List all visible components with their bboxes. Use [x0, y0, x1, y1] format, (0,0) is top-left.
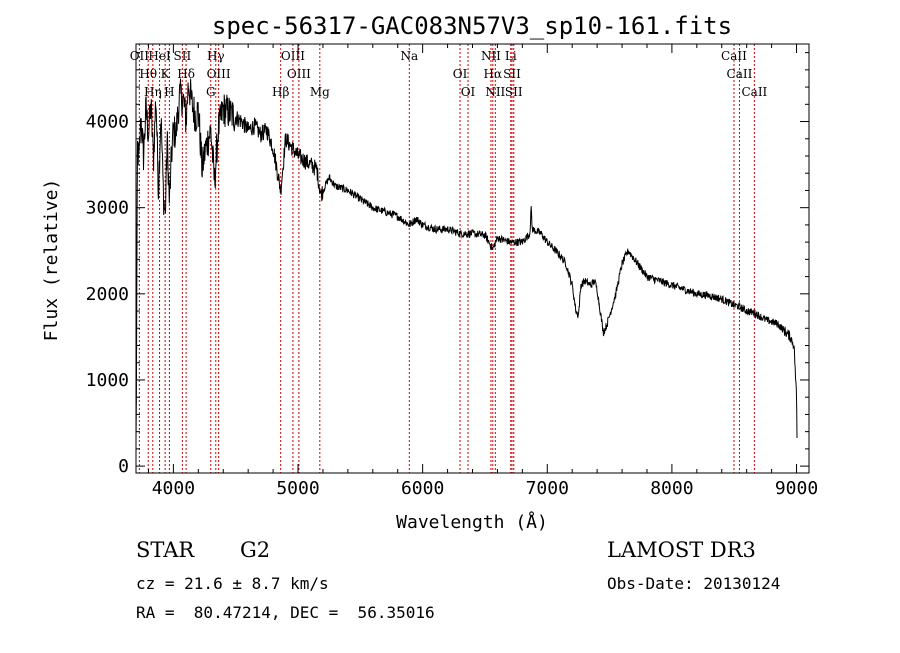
spectral-line-label: NII	[481, 49, 501, 63]
observation-date: Obs-Date: 20130124	[607, 574, 781, 593]
spectral-line-label: Hθ	[139, 67, 157, 81]
survey-name: LAMOST DR3	[607, 538, 756, 562]
spectral-line-label: Hγ	[207, 49, 225, 63]
sky-coordinates: RA = 80.47214, DEC = 56.35016	[136, 603, 435, 622]
spectrum-series-line	[135, 78, 798, 444]
x-tick-label: 4000	[152, 478, 195, 499]
spectral-line-label: CaII	[741, 85, 767, 99]
redshift-value: cz = 21.6 ± 8.7 km/s	[136, 574, 329, 593]
spectral-line-label: CaII	[721, 49, 747, 63]
spectral-line-label: OII	[130, 49, 150, 63]
spectral-line-label: Hδ	[177, 67, 195, 81]
spectral-line-label: Hβ	[272, 85, 289, 99]
x-tick-label: 5000	[276, 478, 319, 499]
plot-frame	[135, 43, 810, 474]
spectral-line-label: SII	[503, 67, 521, 81]
spectral-line-label: G	[206, 85, 216, 99]
spectral-lines	[138, 44, 755, 473]
spectral-line-label: HeI	[148, 49, 171, 63]
spectral-line-label: K	[161, 67, 171, 81]
x-tick-label: 9000	[775, 478, 818, 499]
spectral-line-label: Na	[400, 49, 418, 63]
spectral-line-label: Hα	[484, 67, 503, 81]
object-class: STAR	[136, 538, 195, 562]
y-tick-label: 3000	[86, 198, 129, 219]
y-axis-ticks: 0 1000 2000 3000 4000	[86, 52, 809, 477]
y-tick-label: 4000	[86, 112, 129, 133]
x-tick-label: 8000	[650, 478, 693, 499]
x-axis-ticks: 4000 5000 6000 7000 8000 9000	[147, 44, 818, 499]
x-tick-label: 7000	[526, 478, 569, 499]
spectral-line-label: SII	[505, 85, 523, 99]
spectral-line-label: SII	[174, 49, 192, 63]
y-axis-label: Flux (relative)	[41, 179, 62, 342]
spectral-line-label: OIII	[281, 49, 305, 63]
spectral-line-label: OI	[453, 67, 468, 81]
object-subclass: G2	[240, 538, 271, 562]
spectral-line-label: OIII	[287, 67, 311, 81]
spectral-line-label: NII	[485, 85, 505, 99]
spectral-line-label: H	[164, 85, 174, 99]
y-tick-label: 1000	[86, 370, 129, 391]
chart-title: spec-56317-GAC083N57V3_sp10-161.fits	[212, 12, 732, 40]
x-axis-label: Wavelength (Å)	[396, 511, 548, 533]
spectral-line-label: OIII	[207, 67, 231, 81]
spectral-line-labels: OII Hθ Hη HeI KH SII Hδ G Hγ OIII Hβ OIII OIII Mg Na OI…	[130, 49, 768, 99]
spectral-line-label: Li	[505, 49, 517, 63]
x-tick-label: 6000	[401, 478, 444, 499]
spectral-line-label: OI	[461, 85, 476, 99]
y-tick-label: 0	[118, 456, 129, 477]
spectral-line-label: CaII	[727, 67, 753, 81]
spectral-line-label: Hη	[144, 85, 162, 99]
y-tick-label: 2000	[86, 284, 129, 305]
spectral-line-label: Mg	[310, 85, 330, 99]
